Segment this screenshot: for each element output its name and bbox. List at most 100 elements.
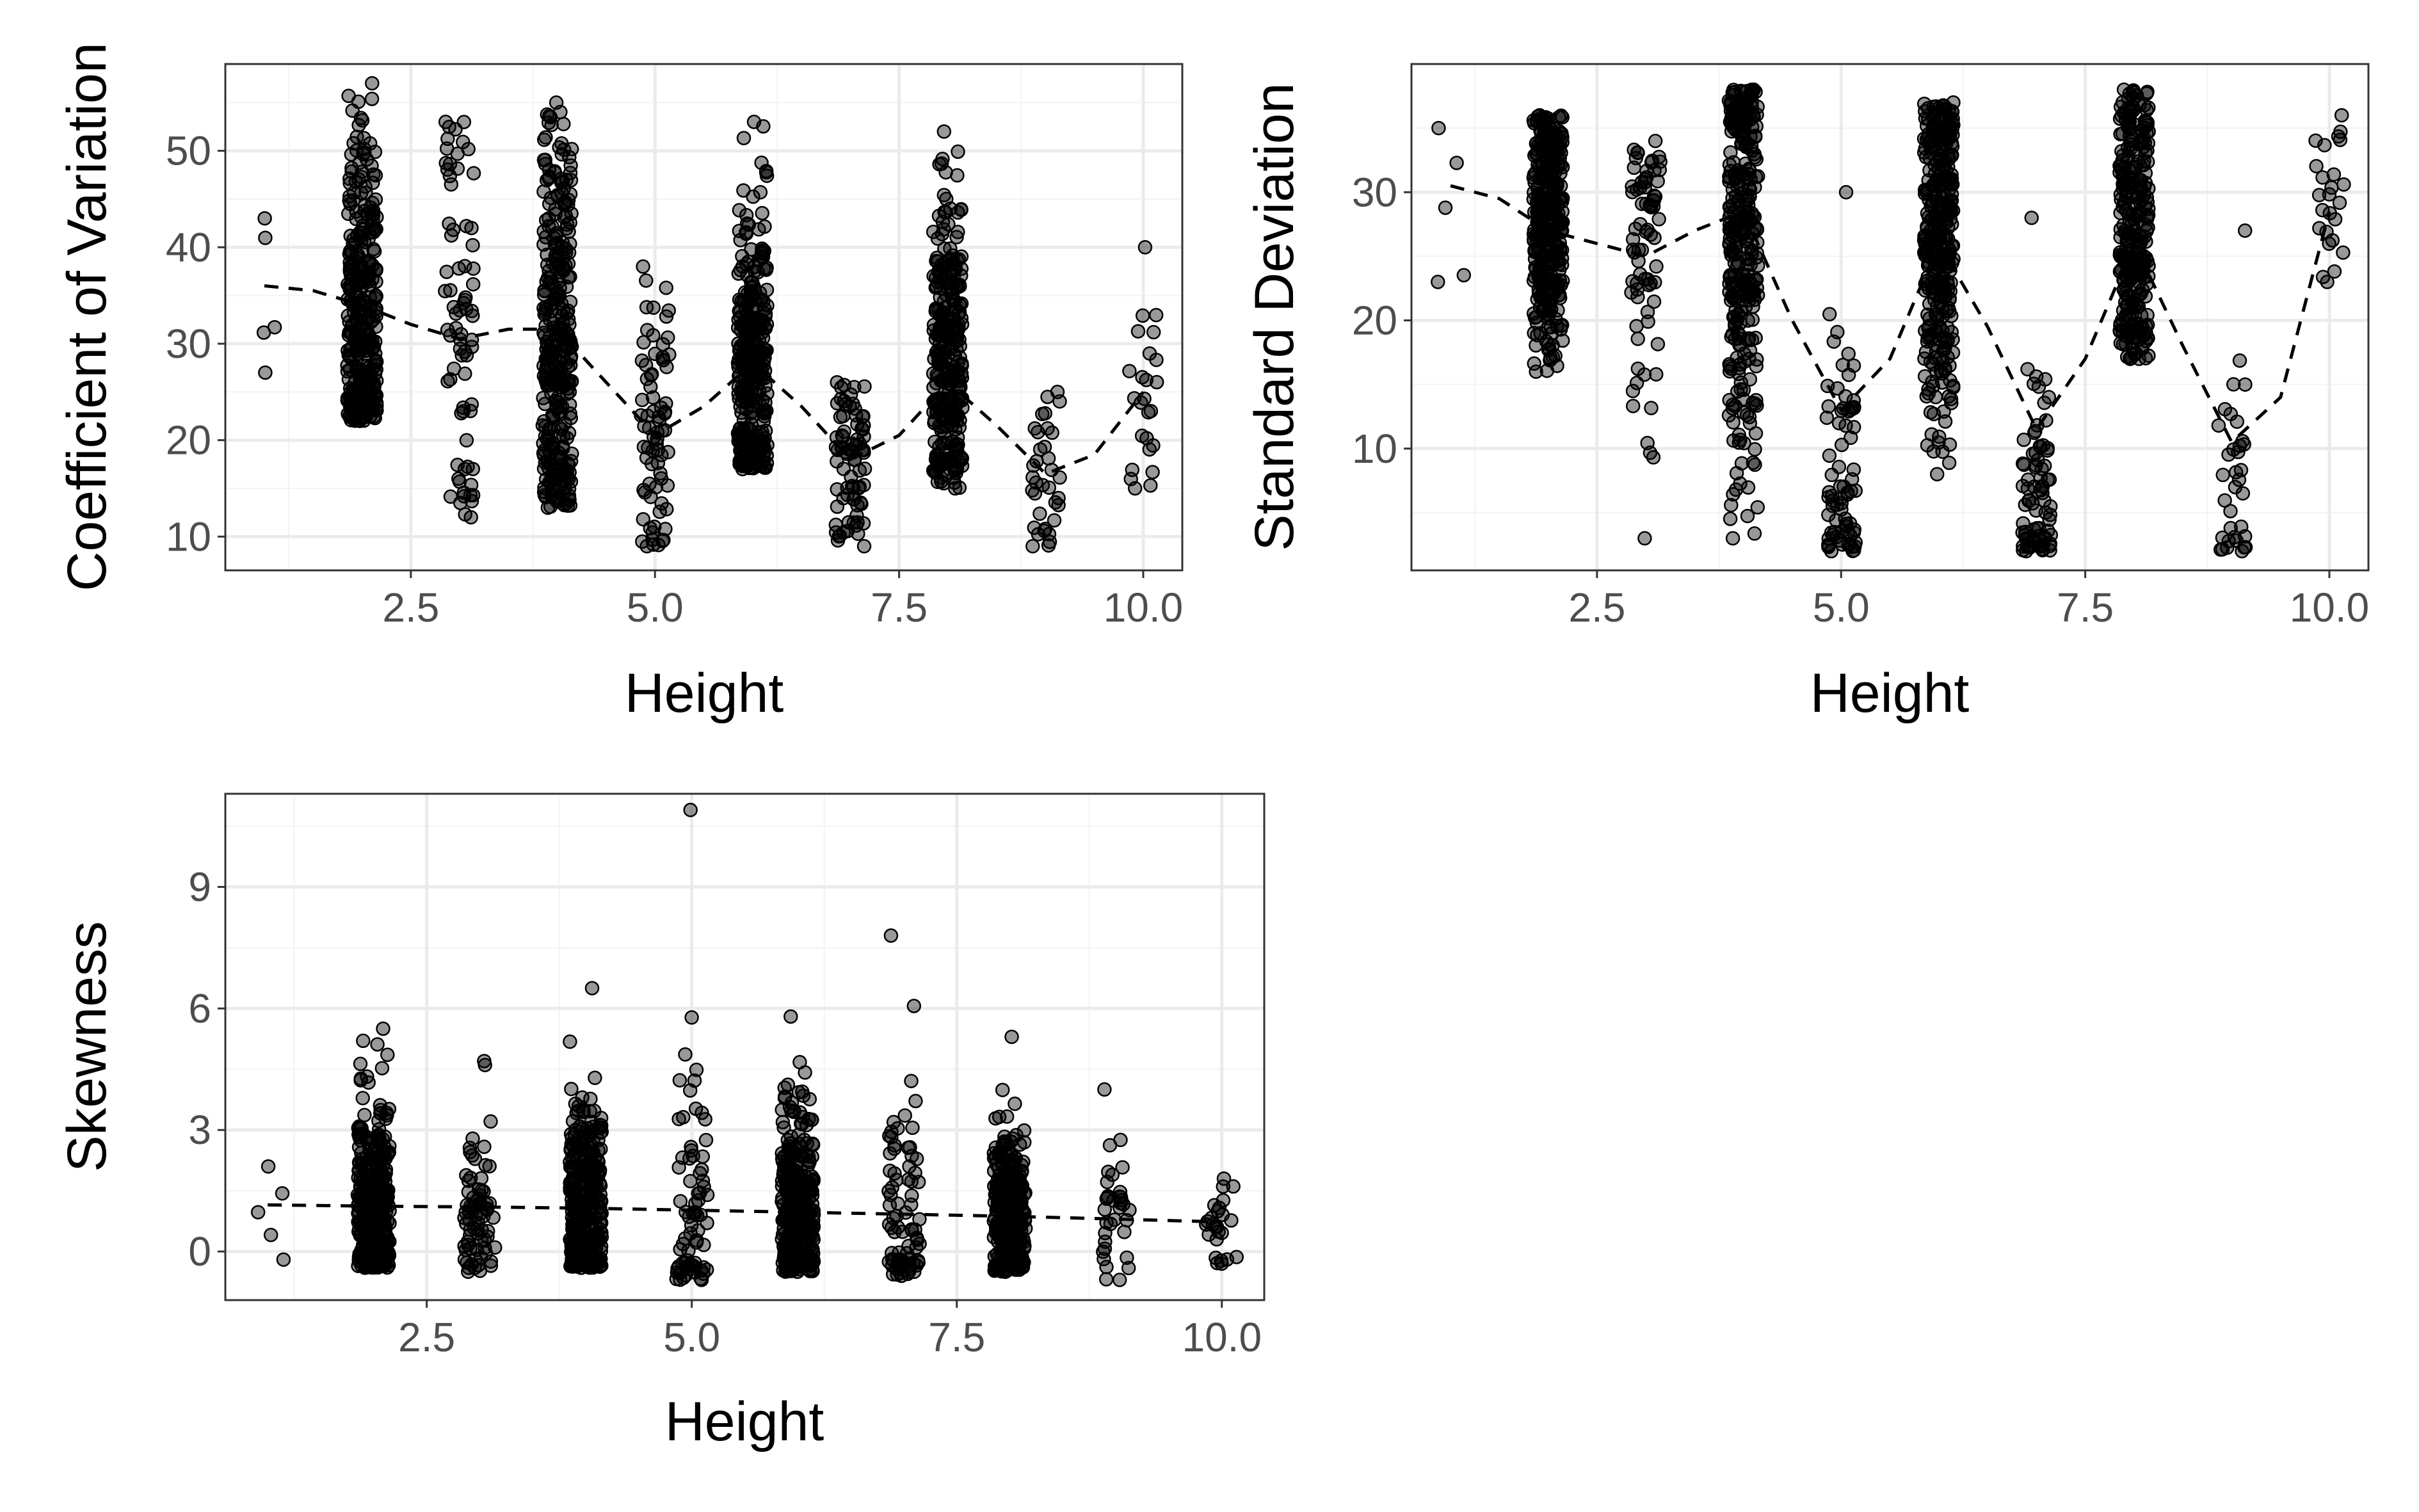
data-point — [454, 348, 469, 363]
data-point — [2112, 111, 2128, 126]
data-point — [261, 1159, 276, 1174]
data-point — [952, 413, 967, 428]
data-point — [938, 325, 953, 341]
data-point — [356, 1184, 371, 1199]
data-point — [756, 454, 771, 469]
data-point — [1625, 274, 1640, 289]
data-point — [1625, 383, 1641, 399]
data-point — [1846, 462, 1861, 477]
data-point — [380, 1047, 395, 1063]
data-point — [756, 119, 771, 134]
data-point — [452, 474, 467, 489]
data-point — [483, 1114, 498, 1129]
data-point — [1822, 485, 1836, 500]
y-tick-label: 40 — [166, 224, 211, 270]
data-point — [1838, 418, 1853, 433]
data-point — [901, 1140, 916, 1155]
data-point — [928, 303, 943, 319]
data-point — [584, 981, 600, 995]
data-point — [2227, 529, 2242, 545]
data-point — [1917, 369, 1933, 384]
data-point — [342, 246, 357, 262]
data-point — [1943, 194, 1959, 209]
data-point — [1831, 460, 1847, 474]
x-tick-label: 7.5 — [871, 584, 928, 631]
data-point — [1822, 307, 1837, 322]
data-point — [1840, 485, 1855, 500]
data-point — [2116, 337, 2131, 352]
data-point — [342, 282, 357, 297]
data-point — [696, 1237, 711, 1253]
data-point — [355, 371, 369, 385]
data-point — [1727, 318, 1742, 333]
data-point — [926, 224, 941, 239]
data-point — [563, 165, 578, 181]
data-point — [360, 338, 375, 353]
data-point — [537, 488, 552, 503]
data-point — [1931, 170, 1946, 185]
data-point — [477, 1139, 492, 1154]
data-point — [2020, 362, 2035, 377]
data-point — [2114, 159, 2128, 173]
data-point — [886, 1114, 901, 1130]
data-point — [1121, 1260, 1136, 1276]
data-point — [1137, 391, 1152, 406]
data-point — [1740, 480, 1756, 495]
data-point — [1646, 294, 1662, 309]
data-point — [1652, 163, 1668, 177]
data-point — [459, 433, 474, 448]
data-point — [482, 1159, 497, 1174]
data-point — [659, 280, 673, 295]
data-point — [346, 193, 361, 208]
data-point — [742, 460, 757, 476]
data-point — [275, 1186, 290, 1201]
data-point — [355, 243, 369, 258]
data-point — [563, 1259, 578, 1274]
data-point — [695, 1106, 709, 1120]
data-point — [465, 237, 480, 253]
data-point — [1534, 251, 1549, 266]
data-point — [344, 147, 359, 162]
data-point — [1925, 108, 1940, 123]
data-point — [1431, 120, 1446, 136]
data-point — [548, 291, 563, 306]
data-point — [2326, 167, 2342, 182]
data-point — [2332, 195, 2347, 210]
x-tick-label: 5.0 — [1813, 584, 1870, 631]
data-point — [1130, 324, 1146, 339]
data-point — [795, 1084, 810, 1099]
data-point — [355, 113, 370, 128]
data-point — [1134, 428, 1150, 444]
data-point — [1541, 320, 1555, 335]
data-point — [1723, 511, 1738, 526]
data-point — [744, 327, 759, 342]
data-point — [2235, 486, 2251, 501]
data-point — [1146, 438, 1161, 453]
data-point — [548, 237, 563, 252]
data-point — [1149, 374, 1164, 390]
data-point — [1456, 268, 1472, 283]
data-point — [1004, 1029, 1019, 1044]
data-point — [634, 353, 650, 368]
data-point — [935, 152, 950, 166]
data-point — [443, 372, 458, 387]
data-point — [1010, 1196, 1025, 1212]
data-point — [1097, 1082, 1112, 1097]
data-point — [1097, 1202, 1113, 1217]
data-point — [563, 351, 578, 366]
data-point — [776, 1239, 791, 1253]
data-point — [731, 312, 746, 327]
data-point — [1644, 401, 1659, 415]
data-point — [376, 1158, 390, 1173]
data-point — [659, 309, 674, 324]
data-point — [1748, 457, 1762, 472]
data-point — [341, 88, 356, 104]
data-point — [2231, 444, 2246, 460]
data-point — [741, 217, 757, 232]
data-point — [353, 305, 367, 320]
data-point — [1921, 386, 1936, 401]
data-point — [563, 454, 579, 469]
data-point — [735, 249, 750, 264]
data-point — [1936, 141, 1951, 156]
data-point — [370, 1037, 385, 1052]
